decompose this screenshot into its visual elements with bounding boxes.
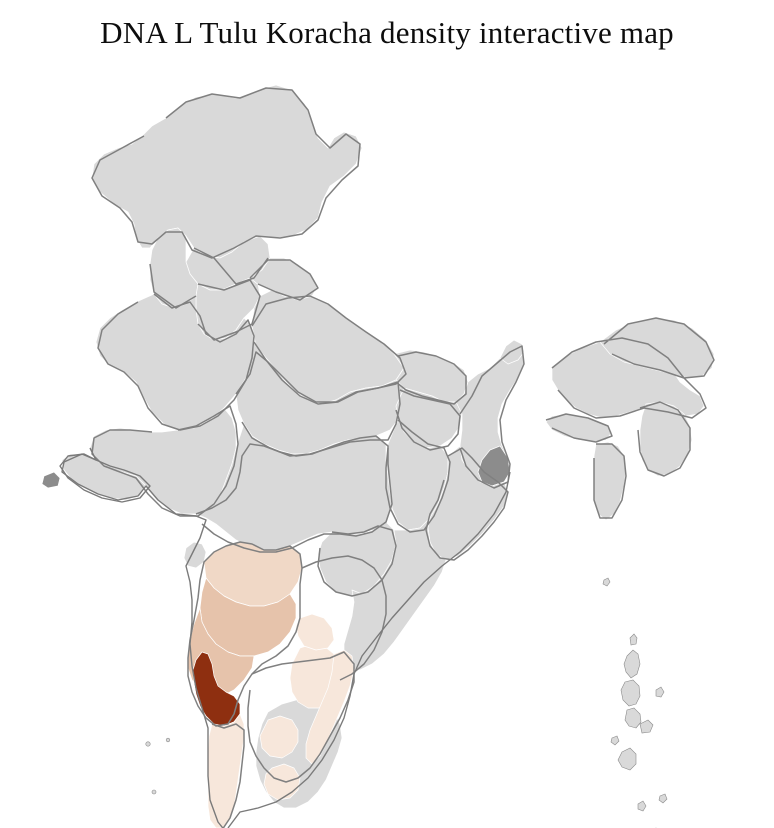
state-border-up: [251, 295, 407, 405]
coastline-gujarat-kutch: [59, 453, 151, 503]
state-border-telangana: [317, 525, 397, 597]
state-border-himachal-punjab-haryana: [149, 247, 319, 341]
choropleth-shaded-group: [187, 541, 355, 828]
india-density-map[interactable]: [0, 52, 774, 828]
state-border-kerala: [211, 723, 245, 828]
region-tamil-nadu-inner[interactable]: [259, 715, 299, 759]
state-border-karnataka: [187, 541, 303, 727]
state-border-northeast-cluster: [545, 317, 715, 519]
region-jammu-kashmir-ladakh[interactable]: [91, 84, 363, 259]
coastline-east: [227, 471, 511, 828]
region-lakshadweep[interactable]: [145, 737, 171, 795]
state-border-andhra: [301, 555, 387, 681]
state-boundary-overlay: [91, 87, 715, 828]
state-border-mp: [235, 351, 401, 457]
coastline-overlay: [59, 447, 511, 828]
page-title: DNA L Tulu Koracha density interactive m…: [100, 15, 674, 50]
region-tamil-nadu-inner-south[interactable]: [263, 763, 301, 801]
state-border-tamilnadu: [247, 651, 355, 783]
region-kutch-west-tip[interactable]: [41, 471, 61, 489]
state-border-westbengal: [459, 345, 525, 489]
region-sikkim[interactable]: [499, 339, 525, 365]
land-no-data-group: [41, 84, 715, 828]
map-svg[interactable]: [0, 52, 774, 828]
region-andhra-south[interactable]: [295, 613, 335, 651]
state-border-gujarat: [91, 405, 239, 517]
state-border-jk: [91, 87, 361, 259]
state-border-chhattisgarh: [385, 419, 451, 533]
state-border-bihar-jharkhand: [395, 351, 467, 451]
coastline-west: [61, 447, 224, 828]
region-andaman-nicobar-islands[interactable]: [602, 577, 673, 828]
